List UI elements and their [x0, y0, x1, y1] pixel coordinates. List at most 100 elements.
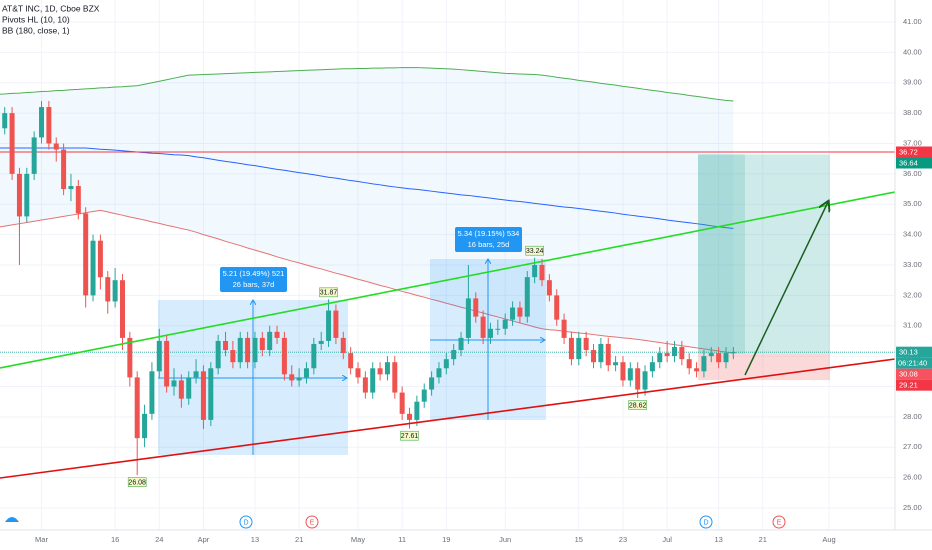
price-label-box: [896, 346, 932, 358]
grid: [0, 0, 895, 530]
symbol-title: AT&T INC, 1D, Cboe BZX: [2, 3, 100, 13]
candle-body: [39, 107, 45, 138]
price-label: 36.72: [899, 147, 918, 156]
candle-body: [2, 113, 8, 129]
candle-body: [716, 353, 722, 363]
x-tick-label: Apr: [198, 535, 210, 544]
candle-body: [24, 173, 30, 217]
candle-body: [237, 337, 243, 363]
candle-body: [613, 362, 619, 366]
candle-body: [480, 316, 486, 338]
candle-body: [627, 368, 633, 381]
x-tick-label: 13: [251, 535, 259, 544]
candle-body: [568, 337, 574, 360]
y-tick-label: 39.00: [903, 78, 922, 87]
y-tick-label: 35.00: [903, 199, 922, 208]
candle-body: [274, 331, 280, 338]
candle-body: [473, 298, 479, 317]
candle-body: [421, 389, 427, 402]
candle-body: [289, 374, 295, 381]
price-label-box: [896, 146, 932, 158]
candle-body: [208, 368, 214, 420]
x-tick-label: 21: [295, 535, 303, 544]
candle-body: [75, 186, 81, 214]
candle-body: [642, 371, 648, 390]
candle-body: [686, 359, 692, 369]
candle-body: [61, 149, 67, 190]
event-label: E: [777, 519, 782, 526]
candle-body: [200, 371, 206, 420]
candle-body: [671, 347, 677, 357]
y-tick-label: 26.00: [903, 473, 922, 482]
candle-body: [223, 340, 229, 351]
candle-body: [83, 213, 89, 296]
candle-body: [142, 413, 148, 439]
candle-body: [119, 280, 125, 338]
candle-body: [171, 380, 177, 387]
y-tick-label: 27.00: [903, 442, 922, 451]
y-tick-label: 37.00: [903, 138, 922, 147]
y-tick-label: 40.00: [903, 47, 922, 56]
candle-body: [465, 298, 471, 338]
x-tick-label: 19: [442, 535, 450, 544]
candle-body: [340, 337, 346, 354]
candle-body: [105, 277, 111, 302]
pivot-box: [628, 400, 647, 410]
candle-body: [31, 137, 37, 174]
price-label-box: [896, 157, 932, 169]
candle-body: [502, 319, 508, 329]
candle-body: [554, 295, 560, 320]
candle-body: [215, 340, 221, 369]
dividend-marker[interactable]: [239, 515, 253, 529]
candle-body: [134, 377, 140, 439]
price-axis: [895, 0, 932, 550]
band-line: [0, 67, 734, 102]
y-tick-label: 32.00: [903, 290, 922, 299]
candle-body: [230, 350, 236, 363]
pivot-label: 28.62: [629, 402, 647, 409]
candle-body: [156, 340, 162, 372]
earnings-marker[interactable]: [305, 515, 319, 529]
candle-body: [348, 353, 354, 369]
axes: 25.0026.0027.0028.0029.0030.0031.0032.00…: [35, 17, 932, 544]
measure-label: [455, 227, 522, 252]
dividend-marker[interactable]: [699, 515, 713, 529]
candle-body: [9, 113, 15, 174]
candle-body: [399, 392, 405, 414]
trend-line: [0, 191, 895, 369]
candle-body: [495, 328, 501, 330]
price-label: 36.64: [899, 158, 918, 167]
event-label: D: [243, 519, 248, 526]
pivot-label: 26.08: [128, 480, 146, 487]
candle-body: [178, 380, 184, 399]
candle-body: [267, 331, 273, 351]
indicator-label: BB (180, close, 1): [2, 25, 70, 35]
x-tick-label: 23: [619, 535, 627, 544]
candle-body: [281, 337, 287, 375]
candle-body: [458, 337, 464, 351]
pivot-label: 33.24: [526, 248, 544, 255]
candle-body: [451, 350, 457, 360]
earnings-marker[interactable]: [772, 515, 786, 529]
logo: [5, 517, 19, 522]
candle-body: [303, 368, 309, 378]
y-tick-label: 38.00: [903, 108, 922, 117]
candle-body: [539, 265, 545, 281]
long-position: [0, 151, 895, 381]
measure-change: 5.21 (19.49%) 521: [223, 269, 285, 278]
event-label: E: [310, 519, 315, 526]
candle-body: [90, 240, 96, 296]
candle-body: [46, 107, 52, 144]
candle-body: [436, 368, 442, 378]
plot-area: 5.21 (19.49%) 521 26 bars, 37d 5.34 (19.…: [0, 67, 895, 487]
event-label: D: [703, 519, 708, 526]
candle-body: [605, 343, 611, 366]
candle-body: [245, 337, 251, 363]
candle-body: [517, 307, 523, 317]
candle-body: [16, 173, 22, 217]
y-tick-label: 31.00: [903, 321, 922, 330]
price-label-box: [896, 368, 932, 380]
candle-body: [127, 337, 133, 378]
